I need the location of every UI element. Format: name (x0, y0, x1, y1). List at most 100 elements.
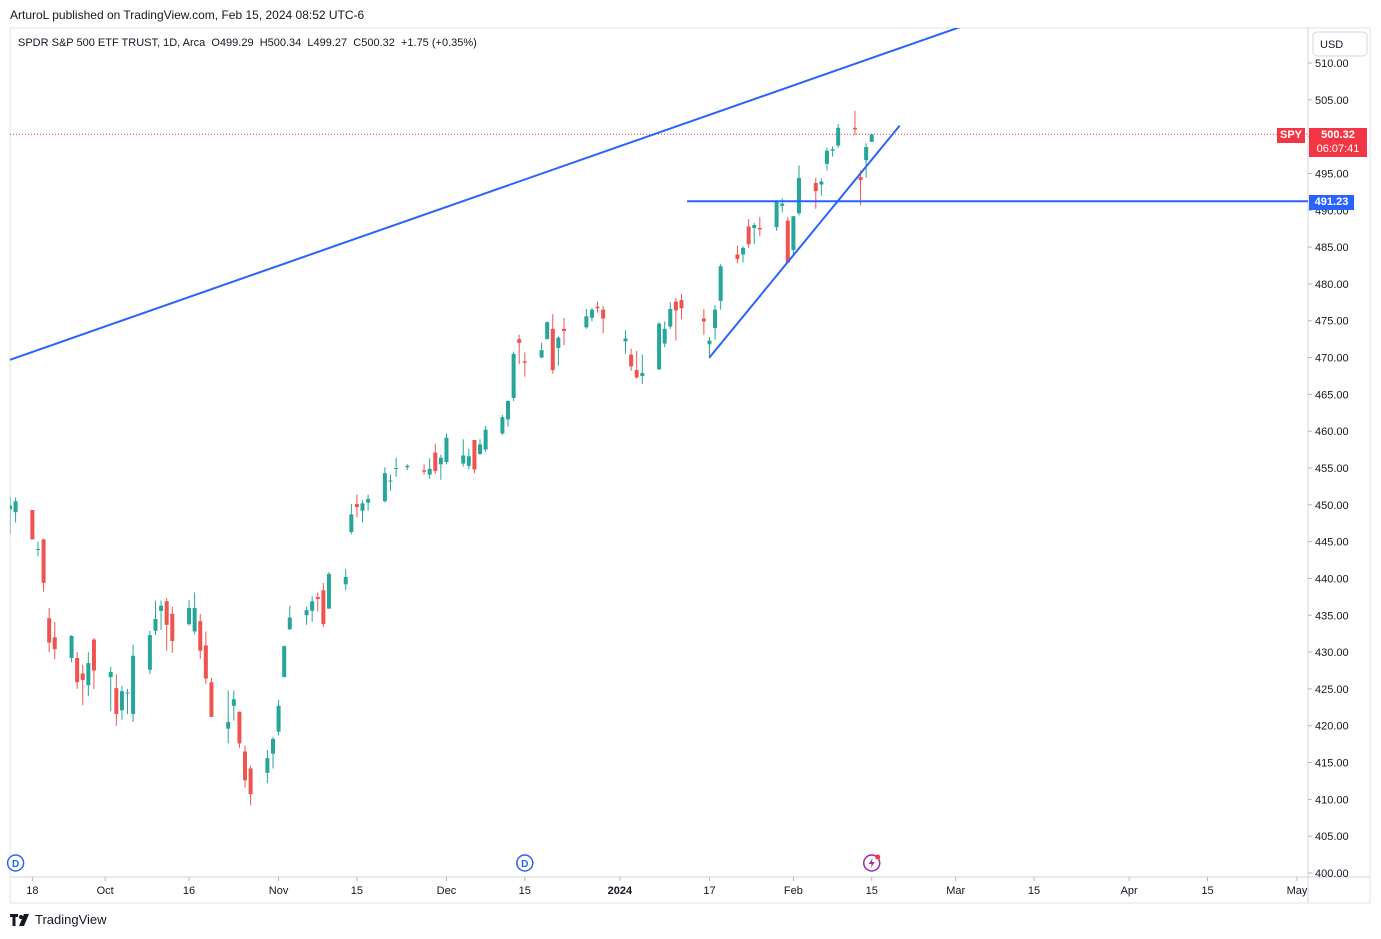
candle-body (366, 498, 371, 503)
y-tick-label: 485.00 (1315, 242, 1349, 254)
candle-body (791, 216, 796, 251)
currency-label: USD (1320, 39, 1343, 51)
candle-body (718, 266, 723, 301)
candle-body (52, 637, 57, 650)
candle-body (41, 539, 46, 583)
candle-body (785, 220, 790, 263)
candle-body (757, 227, 762, 230)
x-tick-label: 17 (703, 885, 715, 897)
candle-body (354, 504, 359, 508)
candle-body (506, 400, 511, 420)
x-tick-label: Nov (269, 885, 289, 897)
tradingview-logo[interactable]: TradingView (10, 912, 107, 927)
candle-body (858, 177, 863, 181)
candle-body (91, 639, 96, 671)
x-tick-label: Dec (437, 885, 457, 897)
dividend-marker (6, 854, 25, 872)
candle-body (780, 203, 785, 206)
y-tick-label: 400.00 (1315, 868, 1349, 880)
candle-body (108, 671, 113, 678)
plot-content (10, 28, 1308, 806)
candle-body (500, 417, 505, 434)
x-tick-label: 18 (26, 885, 38, 897)
y-tick-label: 495.00 (1315, 168, 1349, 180)
candle-body (589, 309, 594, 318)
candle-body (472, 440, 477, 470)
y-tick-label: 450.00 (1315, 500, 1349, 512)
dividend-marker-label: D (521, 859, 528, 870)
y-tick-label: 505.00 (1315, 95, 1349, 107)
candle-body (270, 738, 275, 754)
x-tick-label: 16 (183, 885, 195, 897)
x-tick-label: Feb (784, 885, 803, 897)
candle-body (830, 149, 835, 151)
candle-body (539, 350, 544, 358)
x-tick-label: May (1287, 885, 1308, 897)
candle-body (701, 318, 706, 322)
candle-body (394, 468, 399, 469)
candle-body (746, 226, 751, 245)
candle-body (282, 646, 287, 678)
y-tick-label: 440.00 (1315, 573, 1349, 585)
candle-body (13, 501, 18, 513)
candle-body (545, 322, 550, 340)
candle-body (852, 127, 857, 130)
candle-body (131, 655, 136, 714)
candle-body (836, 127, 841, 146)
price-axis[interactable]: 400.00 405.00 410.00 415.00 420.00 425.00 430.… (1308, 58, 1349, 880)
candle-body (382, 473, 387, 502)
y-tick-label: 420.00 (1315, 721, 1349, 733)
y-tick-label: 425.00 (1315, 684, 1349, 696)
candle-body (707, 340, 712, 345)
candle-body (203, 645, 208, 679)
candle-body (741, 247, 746, 255)
candle-body (824, 150, 829, 164)
candle-body (326, 574, 331, 609)
candle-body (226, 722, 231, 729)
candle-body (231, 699, 236, 706)
last-price-label: 500.32 (1309, 128, 1367, 143)
x-tick-label: 15 (351, 885, 363, 897)
candle-body (640, 373, 645, 376)
candle-body (623, 338, 628, 342)
time-axis[interactable]: 18 Oct 16 Nov 15 Dec 15 2024 17 Feb 15 Mar 15 Apr 15 Ma… (26, 877, 1308, 897)
candle-body (713, 309, 718, 329)
candle-body (310, 601, 315, 611)
candle-body (511, 353, 516, 399)
candle-body (819, 181, 824, 185)
countdown-label: 06:07:41 (1309, 142, 1367, 157)
candle-body (629, 354, 634, 367)
candle-body (75, 657, 80, 683)
candle-body (265, 758, 270, 773)
candle-body (321, 590, 326, 625)
candle-body (517, 339, 522, 343)
dividend-marker (516, 854, 534, 872)
candle-body (388, 480, 393, 482)
candle-body (209, 682, 214, 717)
candle-body (662, 328, 667, 344)
x-tick-label: 15 (519, 885, 531, 897)
y-tick-label: 510.00 (1315, 58, 1349, 70)
candle-body (192, 607, 197, 632)
candle-body (556, 337, 561, 348)
candle-body (444, 437, 449, 463)
y-tick-label: 445.00 (1315, 537, 1349, 549)
candle-body (114, 688, 119, 714)
x-tick-label: Mar (946, 885, 965, 897)
y-tick-label: 410.00 (1315, 794, 1349, 806)
candle-body (315, 596, 320, 600)
candle-body (550, 328, 555, 371)
candle-body (601, 309, 606, 319)
candle-body (187, 607, 192, 625)
y-tick-label: 480.00 (1315, 279, 1349, 291)
candle-body (433, 452, 438, 471)
trendline-rising-support (708, 124, 901, 359)
candle-body (287, 617, 292, 630)
tradingview-brand: TradingView (35, 912, 107, 927)
candle-body (466, 456, 471, 466)
y-tick-label: 430.00 (1315, 647, 1349, 659)
currency-button[interactable] (1312, 31, 1368, 57)
y-tick-label: 435.00 (1315, 610, 1349, 622)
candle-body (159, 605, 164, 611)
